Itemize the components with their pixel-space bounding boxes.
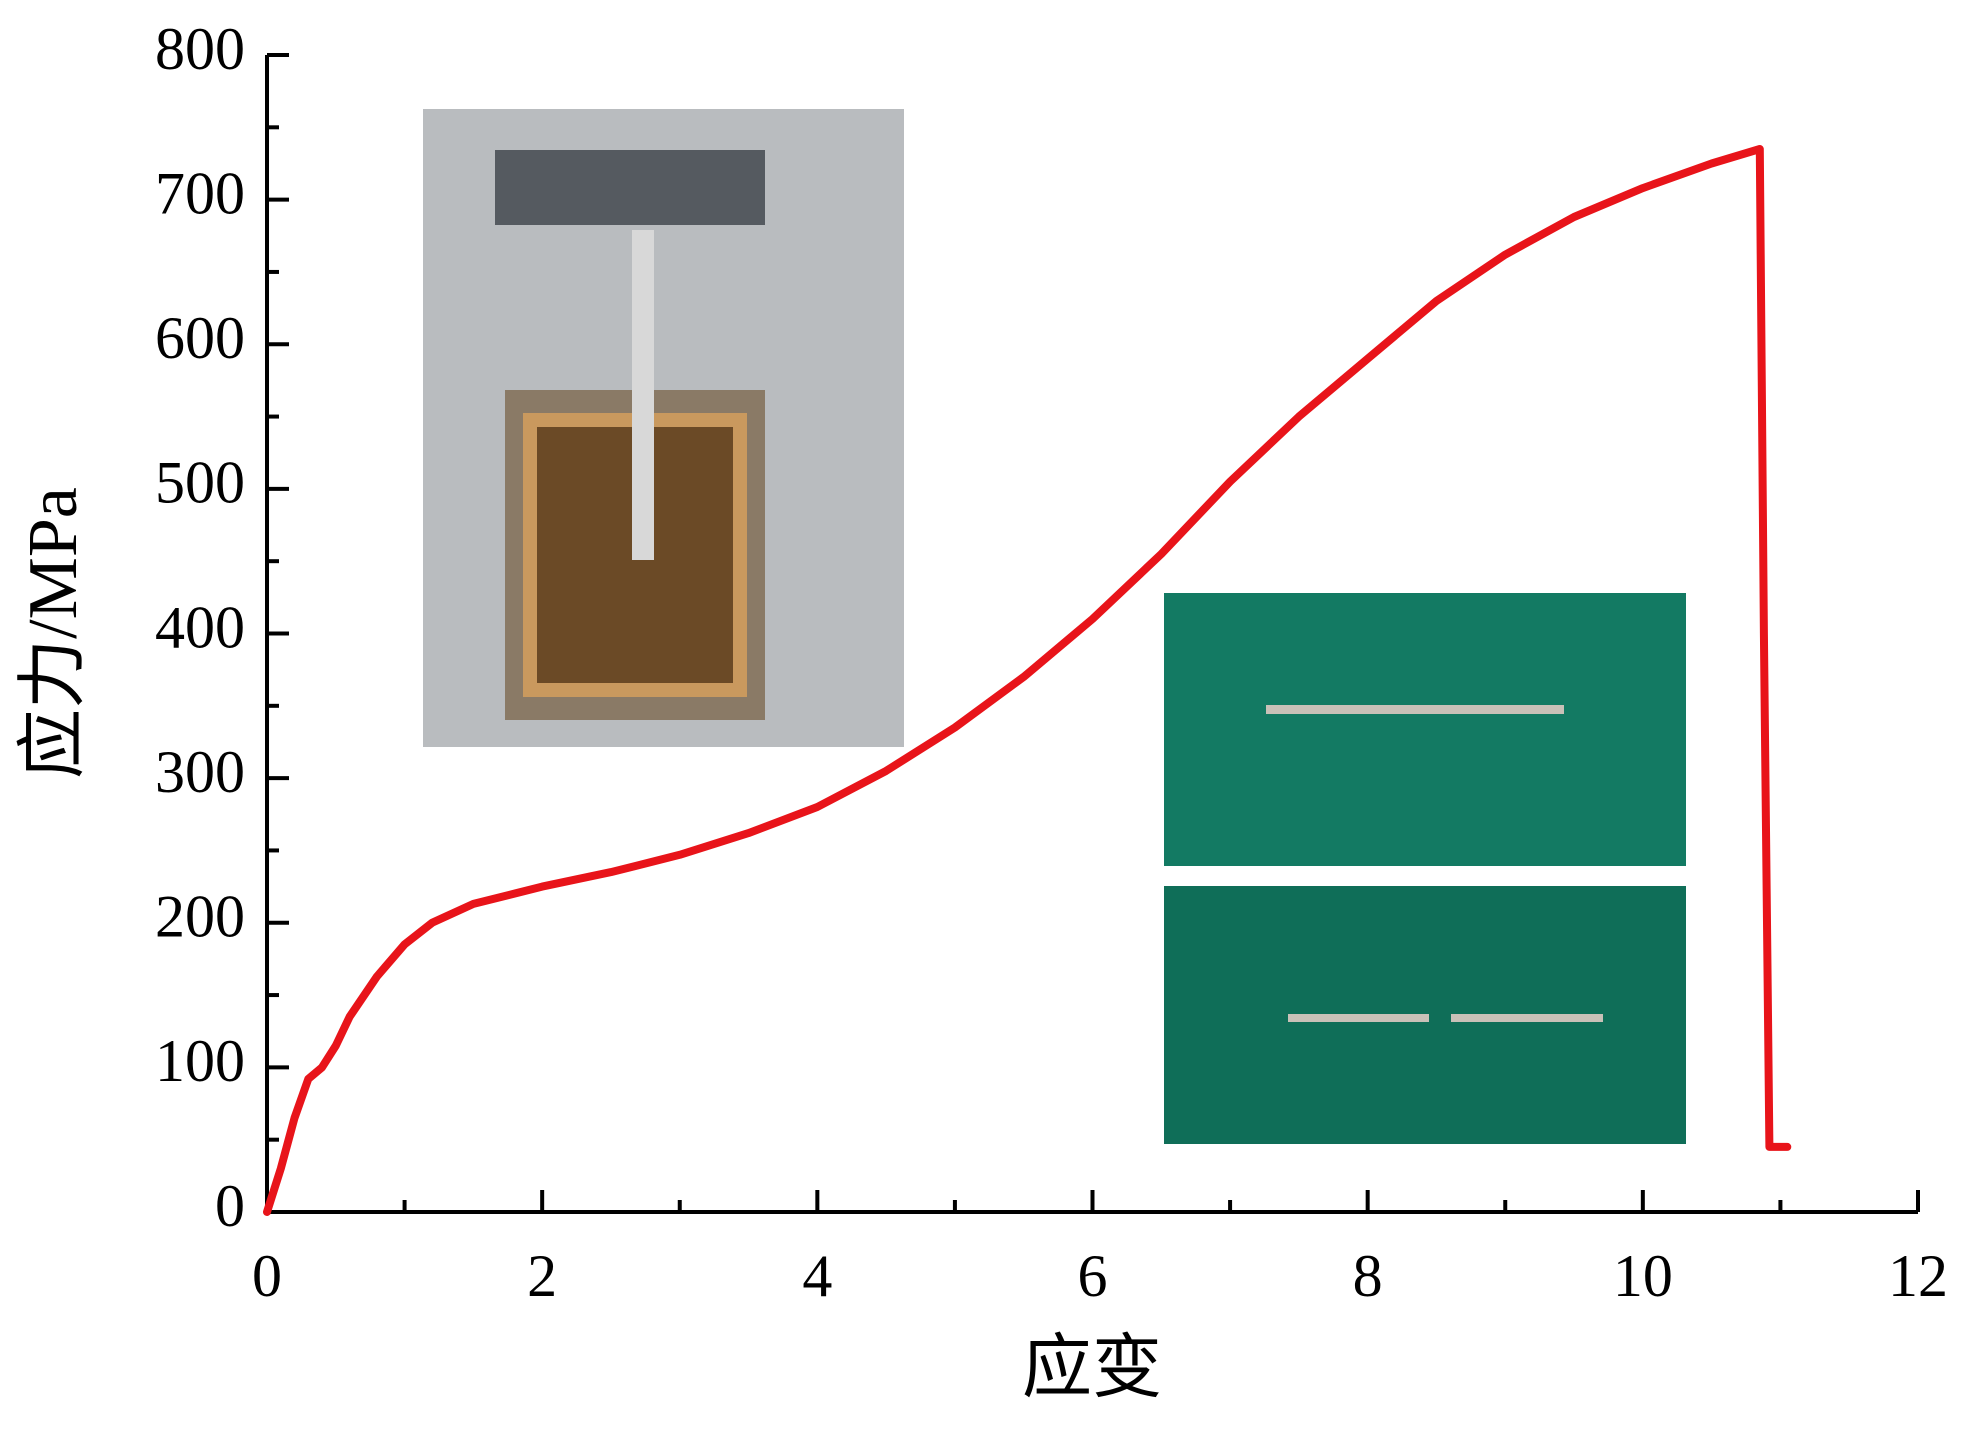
x-tick-label: 6 (1078, 1243, 1108, 1309)
specimen-half (1288, 1014, 1429, 1022)
specimen-half (1451, 1014, 1603, 1022)
grip-rod (632, 230, 654, 560)
x-tick-label: 2 (527, 1243, 557, 1309)
specimen-photo-before (1164, 593, 1686, 866)
x-tick-label: 0 (252, 1243, 282, 1309)
y-axis-label: 应力/MPa (15, 487, 92, 779)
x-tick-label: 10 (1613, 1243, 1673, 1309)
x-axis-label: 应变 (1022, 1330, 1162, 1407)
machine-crosshead (495, 150, 765, 225)
y-tick-label: 500 (155, 450, 245, 516)
y-tick-label: 100 (155, 1028, 245, 1094)
y-tick-label: 400 (155, 594, 245, 660)
data-line (263, 145, 1792, 1216)
inset-photos (423, 109, 1686, 1144)
y-tick-label: 800 (155, 16, 245, 82)
x-tick-label: 12 (1888, 1243, 1948, 1309)
x-tick-label: 8 (1353, 1243, 1383, 1309)
y-tick-label: 700 (155, 160, 245, 226)
specimen (1266, 705, 1564, 714)
x-tick-label: 4 (802, 1243, 832, 1309)
y-tick-label: 200 (155, 884, 245, 950)
y-tick-label: 600 (155, 305, 245, 371)
y-tick-label: 300 (155, 739, 245, 805)
y-tick-label: 0 (215, 1173, 245, 1239)
